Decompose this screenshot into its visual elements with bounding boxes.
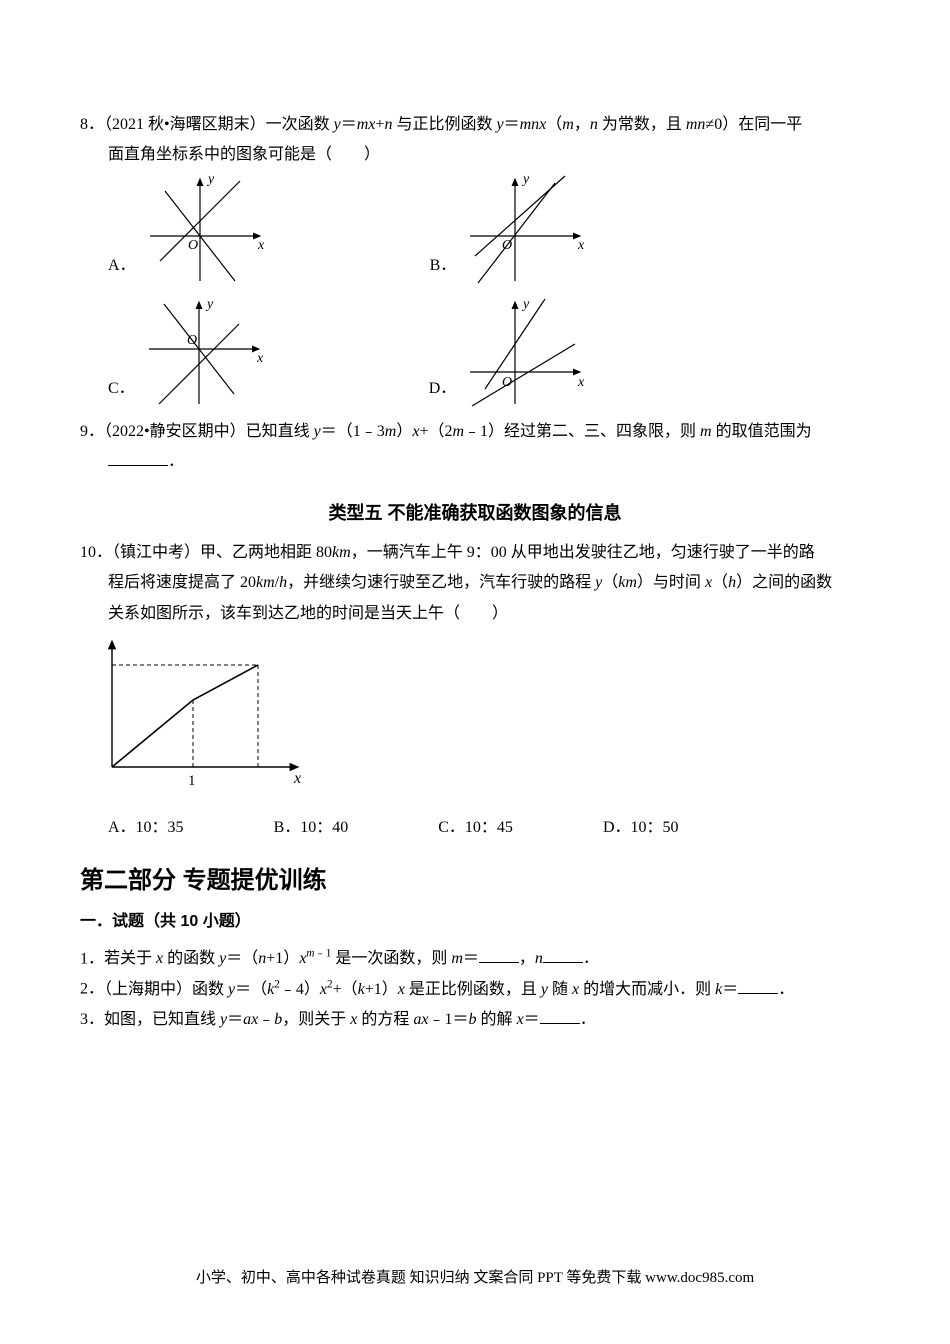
practice-1: 1．若关于 x 的函数 y＝（n+1）xm﹣1 是一次函数，则 m＝，n． [80, 944, 870, 975]
svg-text:y: y [206, 172, 215, 187]
q8-opt-c: C． [108, 374, 135, 408]
q10-chart: y x O 80 1 [108, 635, 308, 790]
page-footer: 小学、初中、高中各种试卷真题 知识归纳 文案合同 PPT 等免费下载 www.d… [0, 1264, 950, 1293]
q9-text: （2022•静安区期中）已知直线 y＝（1﹣3m）x+（2m﹣1）经过第二、三、… [104, 423, 812, 440]
q8-graph-b: x y O [460, 171, 590, 286]
q8-line2: 面直角坐标系中的图象可能是（ ） [80, 140, 870, 170]
q10-number: 10． [80, 544, 112, 561]
q9-number: 9． [80, 423, 104, 440]
q8-number: 8． [80, 116, 104, 133]
svg-text:x: x [256, 351, 264, 366]
q8-graph-c: x y O [139, 294, 269, 409]
svg-text:1: 1 [188, 773, 196, 789]
svg-text:y: y [205, 297, 214, 312]
section-5-title: 类型五 不能准确获取函数图象的信息 [80, 496, 870, 530]
q8-t3: （m，n 为常数，且 mn≠0）在同一平 [546, 116, 802, 133]
q8-t2: 与正比例函数 [392, 116, 496, 133]
q10-opt-b: B．10：40 [274, 813, 349, 843]
svg-text:O: O [188, 238, 198, 253]
q8-fn2: y＝mnx [496, 116, 546, 133]
question-8: 8．（2021 秋•海曙区期末）一次函数 y＝mx+n 与正比例函数 y＝mnx… [80, 110, 870, 140]
svg-text:x: x [293, 770, 301, 787]
q10-opt-c: C．10：45 [438, 813, 513, 843]
practice-3: 3．如图，已知直线 y＝ax﹣b，则关于 x 的方程 ax﹣1＝b 的解 x＝． [80, 1005, 870, 1035]
svg-text:x: x [577, 238, 585, 253]
q8-graph-a: x y O [140, 171, 270, 286]
question-9: 9．（2022•静安区期中）已知直线 y＝（1﹣3m）x+（2m﹣1）经过第二、… [80, 417, 870, 447]
part-2-title: 第二部分 专题提优训练 [80, 858, 870, 904]
q10-opt-a: A．10：35 [108, 813, 184, 843]
q10-opt-d: D．10：50 [603, 813, 679, 843]
footer-url[interactable]: www.doc985.com [645, 1270, 754, 1286]
practice-2: 2．（上海期中）函数 y＝（k2﹣4）x2+（k+1）x 是正比例函数，且 y … [80, 974, 870, 1005]
footer-text: 小学、初中、高中各种试卷真题 知识归纳 文案合同 PPT 等免费下载 [196, 1270, 645, 1286]
section-1-title: 一．试题（共 10 小题） [80, 907, 870, 937]
q8-t1: （2021 秋•海曙区期末）一次函数 [104, 116, 334, 133]
svg-text:x: x [577, 375, 585, 390]
q8-opt-d: D． [429, 374, 457, 408]
q10-options: A．10：35 B．10：40 C．10：45 D．10：50 [80, 813, 870, 843]
q8-fn1: y＝mx+n [334, 116, 393, 133]
svg-text:y: y [521, 172, 530, 187]
question-10-l2: 程后将速度提高了 20km/h，并继续匀速行驶至乙地，汽车行驶的路程 y（km）… [80, 568, 870, 598]
svg-text:y: y [521, 297, 530, 312]
svg-text:x: x [257, 238, 265, 253]
question-10-l3: 关系如图所示，该车到达乙地的时间是当天上午（ ） [80, 599, 870, 629]
q9-blank-line: ． [80, 447, 870, 477]
question-10-l1: 10．（镇江中考）甲、乙两地相距 80km，一辆汽车上午 9：00 从甲地出发驶… [80, 538, 870, 568]
q8-graph-d: x y O [460, 294, 590, 409]
q8-opt-b: B． [430, 251, 457, 285]
q8-opt-a: A． [108, 251, 136, 285]
